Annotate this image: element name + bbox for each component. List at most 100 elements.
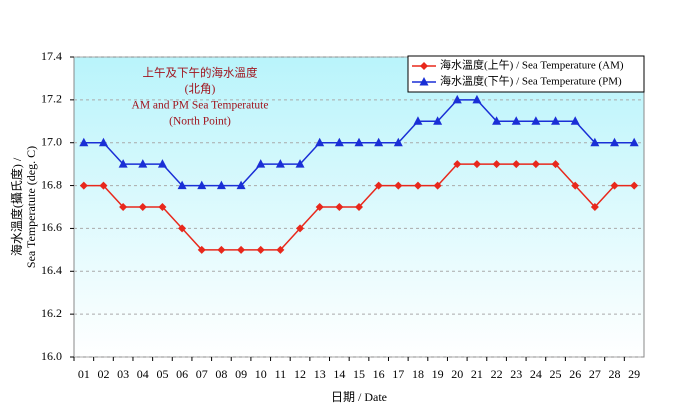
- marker: [610, 137, 620, 147]
- marker: [217, 245, 226, 254]
- legend-marker: [419, 77, 429, 86]
- marker: [374, 181, 383, 190]
- marker: [216, 180, 226, 190]
- y-axis-label: Sea Temperatute (deg. C): [24, 146, 38, 268]
- x-tick-label: 27: [589, 367, 601, 381]
- marker: [433, 116, 443, 125]
- marker: [315, 203, 324, 211]
- y-tick-label: 16.6: [41, 220, 62, 234]
- legend-marker: [420, 62, 428, 70]
- annotation: 上午及下午的海水溫度: [143, 66, 258, 80]
- x-tick-label: 01: [78, 367, 90, 381]
- marker: [237, 245, 246, 254]
- x-tick-label: 24: [530, 367, 542, 381]
- marker: [355, 203, 363, 211]
- y-tick-label: 17.0: [41, 134, 62, 148]
- marker: [256, 159, 266, 168]
- x-tick-label: 22: [491, 367, 503, 381]
- marker: [570, 116, 580, 125]
- marker: [197, 180, 207, 190]
- marker: [453, 160, 462, 169]
- marker: [98, 137, 108, 147]
- x-tick-label: 05: [156, 367, 168, 381]
- marker: [138, 203, 147, 211]
- x-tick-label: 17: [392, 367, 404, 381]
- marker: [79, 137, 89, 147]
- x-axis-label: 日期 / Date: [331, 390, 387, 404]
- x-tick-label: 03: [117, 367, 129, 381]
- marker: [472, 160, 481, 169]
- marker: [178, 224, 187, 233]
- marker: [393, 137, 403, 147]
- marker: [256, 245, 265, 254]
- marker: [119, 203, 128, 211]
- y-tick-label: 16.8: [41, 177, 62, 191]
- annotation: (North Point): [169, 116, 231, 128]
- marker: [118, 159, 128, 168]
- x-tick-label: 04: [137, 367, 149, 381]
- x-tick-label: 12: [294, 367, 306, 381]
- marker: [334, 137, 344, 147]
- marker: [236, 180, 246, 190]
- annotation: (北角): [185, 83, 216, 96]
- x-tick-label: 23: [510, 367, 522, 381]
- marker: [295, 159, 305, 168]
- marker: [610, 181, 619, 190]
- marker: [354, 137, 364, 147]
- marker: [492, 116, 502, 125]
- x-tick-label: 25: [550, 367, 562, 381]
- x-tick-label: 19: [432, 367, 444, 381]
- x-tick-label: 29: [628, 367, 640, 381]
- marker: [374, 137, 384, 147]
- x-tick-label: 18: [412, 367, 424, 381]
- x-tick-label: 21: [471, 367, 483, 381]
- marker: [551, 116, 561, 125]
- y-tick-label: 16.0: [41, 349, 62, 363]
- marker: [452, 94, 462, 104]
- marker: [551, 160, 560, 169]
- marker: [413, 181, 422, 190]
- x-tick-label: 28: [609, 367, 621, 381]
- marker: [315, 137, 325, 147]
- y-tick-label: 16.2: [41, 306, 62, 320]
- marker: [99, 181, 108, 190]
- x-tick-label: 06: [176, 367, 188, 381]
- x-tick-label: 15: [353, 367, 365, 381]
- x-tick-label: 20: [451, 367, 463, 381]
- x-tick-label: 08: [215, 367, 227, 381]
- annotation: AM and PM Sea Temperatute: [132, 100, 269, 112]
- marker: [79, 181, 88, 190]
- x-tick-label: 02: [97, 367, 109, 381]
- marker: [158, 203, 167, 211]
- marker: [492, 160, 501, 169]
- legend-label: 海水溫度(上午) / Sea Temperature (AM): [440, 58, 624, 72]
- marker: [394, 181, 403, 190]
- marker: [630, 181, 639, 190]
- marker: [296, 224, 305, 233]
- x-tick-label: 10: [255, 367, 267, 381]
- marker: [571, 181, 580, 190]
- marker: [590, 203, 599, 211]
- marker: [531, 116, 541, 125]
- marker: [276, 245, 285, 254]
- y-tick-label: 17.4: [41, 49, 62, 63]
- marker: [413, 116, 423, 125]
- x-tick-label: 07: [196, 367, 208, 381]
- marker: [335, 203, 344, 211]
- x-tick-label: 14: [333, 367, 345, 381]
- x-tick-label: 13: [314, 367, 326, 381]
- legend-label: 海水溫度(下午) / Sea Temperature (PM): [440, 74, 622, 88]
- y-tick-label: 17.2: [41, 92, 62, 106]
- legend: [407, 55, 645, 93]
- marker: [472, 94, 482, 104]
- marker: [433, 181, 442, 190]
- marker: [197, 245, 206, 254]
- marker: [275, 159, 285, 168]
- y-tick-label: 16.4: [41, 263, 62, 277]
- marker: [138, 159, 148, 168]
- x-tick-label: 16: [373, 367, 385, 381]
- marker: [590, 137, 600, 147]
- x-tick-label: 11: [275, 367, 287, 381]
- marker: [511, 116, 521, 125]
